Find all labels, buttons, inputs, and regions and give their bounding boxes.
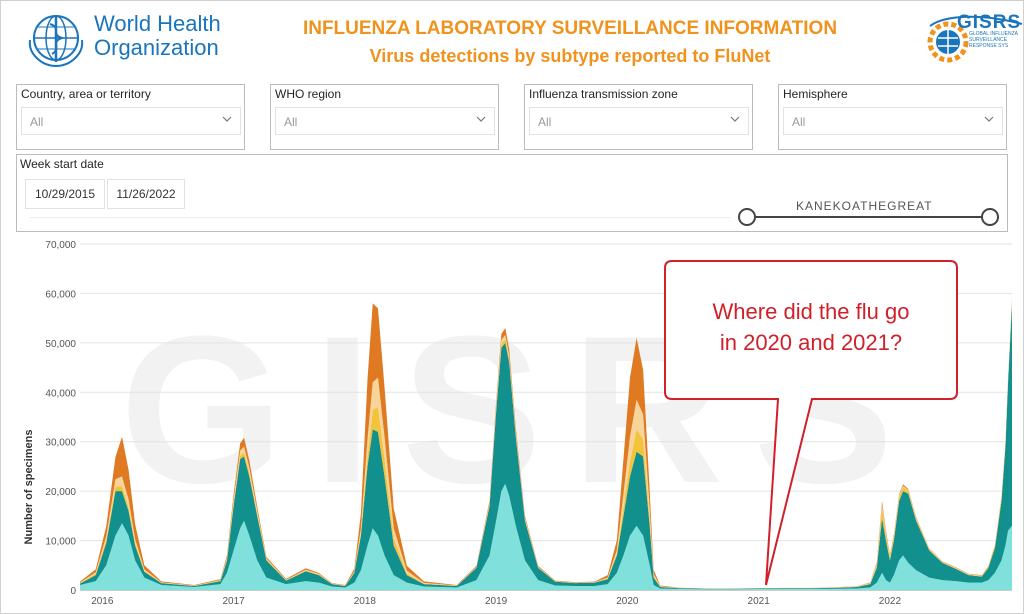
y-tick-label: 40,000 bbox=[45, 388, 76, 399]
x-tick-label: 2018 bbox=[354, 596, 377, 607]
page-subtitle: Virus detections by subtype reported to … bbox=[369, 46, 771, 66]
y-tick-label: 60,000 bbox=[45, 289, 76, 300]
transmission-zone-dropdown-value: All bbox=[538, 115, 552, 129]
y-tick-label: 70,000 bbox=[45, 240, 76, 251]
who-region-dropdown-value: All bbox=[284, 115, 298, 129]
who-name-line1: World Health bbox=[94, 11, 221, 36]
filter-transmission-zone-label: Influenza transmission zone bbox=[529, 87, 678, 101]
slider-watermark-text: KANEKOATHEGREAT bbox=[796, 199, 933, 213]
page-title: INFLUENZA LABORATORY SURVEILLANCE INFORM… bbox=[302, 18, 838, 39]
callout-line2: in 2020 and 2021? bbox=[720, 330, 902, 355]
filter-who-region: WHO region All bbox=[270, 84, 499, 150]
filter-who-region-label: WHO region bbox=[275, 87, 342, 101]
end-date-input[interactable]: 11/26/2022 bbox=[107, 179, 185, 209]
x-tick-label: 2017 bbox=[222, 596, 245, 607]
who-name-line2: Organization bbox=[94, 35, 219, 60]
gisrs-tagline-line2: SURVEILLANCE bbox=[969, 37, 1007, 43]
x-tick-label: 2016 bbox=[91, 596, 114, 607]
x-tick-label: 2020 bbox=[616, 596, 639, 607]
date-range-slider-track[interactable] bbox=[745, 216, 991, 218]
x-tick-label: 2022 bbox=[879, 596, 902, 607]
country-dropdown-value: All bbox=[30, 115, 44, 129]
transmission-zone-dropdown[interactable]: All bbox=[529, 107, 749, 135]
x-axis-ticks: 2016 2017 2018 2019 2020 2021 2022 bbox=[91, 596, 901, 607]
y-tick-label: 10,000 bbox=[45, 537, 76, 548]
y-tick-label: 20,000 bbox=[45, 487, 76, 498]
chevron-down-icon bbox=[222, 116, 232, 122]
country-dropdown[interactable]: All bbox=[21, 107, 241, 135]
y-tick-label: 0 bbox=[70, 586, 76, 597]
week-start-date-filter: Week start date 10/29/2015 11/26/2022 bbox=[16, 154, 1008, 232]
gisrs-tagline: GLOBAL INFLUENZA SURVEILLANCE RESPONSE S… bbox=[969, 31, 1023, 49]
x-tick-label: 2019 bbox=[485, 596, 508, 607]
y-axis-label: Number of specimens bbox=[23, 430, 35, 545]
hemisphere-dropdown[interactable]: All bbox=[783, 107, 1003, 135]
area-series-1 bbox=[80, 483, 1012, 590]
filter-hemisphere: Hemisphere All bbox=[778, 84, 1007, 150]
hemisphere-dropdown-value: All bbox=[792, 115, 806, 129]
start-date-input[interactable]: 10/29/2015 bbox=[25, 179, 105, 209]
who-name: World Health Organization bbox=[94, 12, 221, 60]
gisrs-wordmark: GISRS bbox=[957, 12, 1022, 33]
filter-hemisphere-label: Hemisphere bbox=[783, 87, 848, 101]
filter-transmission-zone: Influenza transmission zone All bbox=[524, 84, 753, 150]
filter-country-label: Country, area or territory bbox=[21, 87, 151, 101]
who-emblem-icon bbox=[28, 15, 84, 68]
callout-shape bbox=[664, 260, 958, 586]
chevron-down-icon bbox=[984, 116, 994, 122]
filter-country: Country, area or territory All bbox=[16, 84, 245, 150]
y-axis-ticks: 0 10,000 20,000 30,000 40,000 50,000 60,000 70,… bbox=[45, 240, 76, 597]
y-tick-label: 50,000 bbox=[45, 339, 76, 350]
slider-start-handle[interactable] bbox=[738, 208, 756, 226]
callout-box: Where did the flu go in 2020 and 2021? bbox=[664, 260, 958, 586]
who-region-dropdown[interactable]: All bbox=[275, 107, 495, 135]
chevron-down-icon bbox=[476, 116, 486, 122]
x-tick-label: 2021 bbox=[748, 596, 771, 607]
area-series-2 bbox=[80, 303, 1012, 590]
virus-detections-chart: GISRS 010,00020,00030,00040,00050,00060,… bbox=[23, 240, 1012, 607]
gisrs-globe-icon bbox=[927, 15, 1023, 63]
slider-end-handle[interactable] bbox=[981, 208, 999, 226]
date-input-underline bbox=[30, 217, 730, 218]
week-start-date-label: Week start date bbox=[20, 157, 104, 171]
chart-areas bbox=[80, 298, 1012, 590]
y-tick-label: 30,000 bbox=[45, 438, 76, 449]
callout-line1: Where did the flu go bbox=[713, 299, 910, 324]
gisrs-tagline-line1: GLOBAL INFLUENZA bbox=[969, 31, 1018, 37]
gisrs-tagline-line3: RESPONSE SYS bbox=[969, 43, 1009, 49]
chevron-down-icon bbox=[730, 116, 740, 122]
